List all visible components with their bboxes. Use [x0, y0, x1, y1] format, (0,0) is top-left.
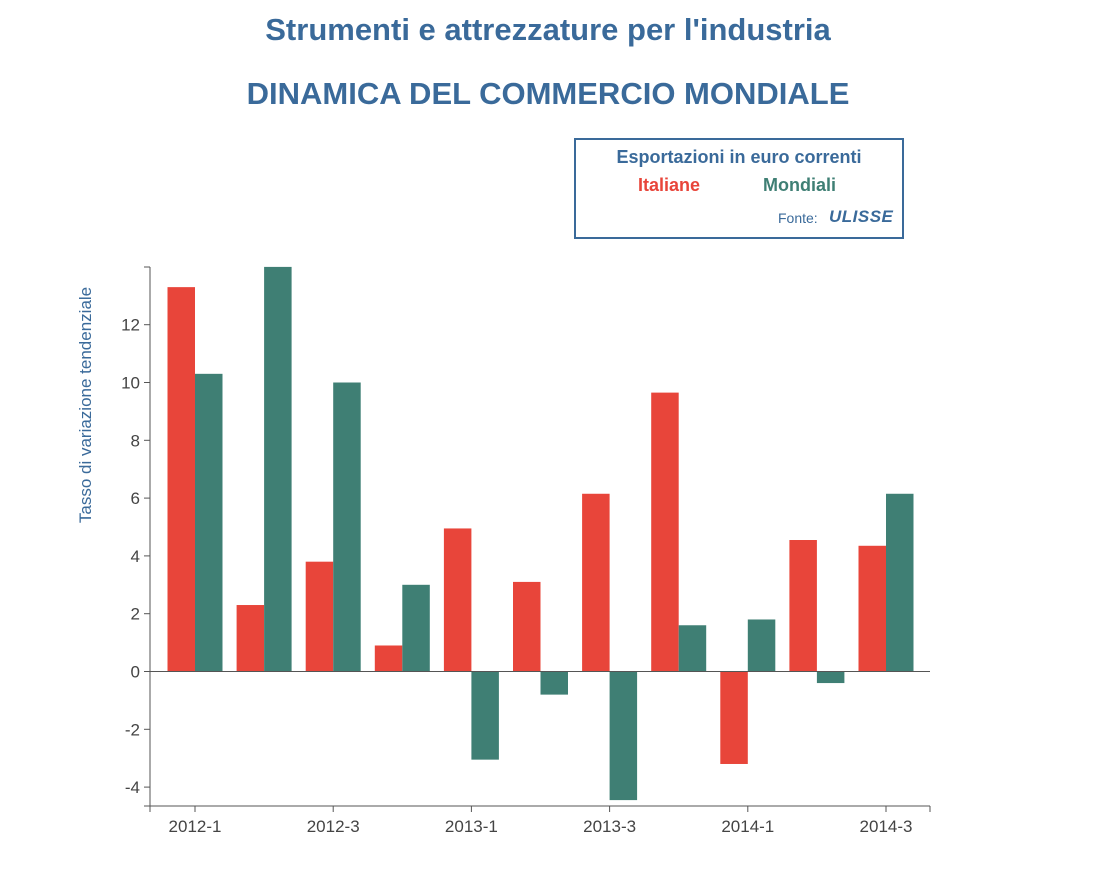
bar-italiane-2012-4: [374, 645, 403, 672]
bar-mondiali-2014-3: [886, 493, 914, 672]
y-tick-label: 12: [121, 316, 140, 335]
bar-mondiali-2014-1: [747, 619, 776, 672]
chart-subtitle: DINAMICA DEL COMMERCIO MONDIALE: [246, 76, 850, 111]
y-tick-label: -2: [125, 720, 140, 739]
y-tick-label: -4: [125, 778, 140, 797]
bar-italiane-2013-2: [513, 581, 541, 672]
bar-mondiali-2013-1: [471, 671, 499, 760]
x-tick-label: 2014-1: [721, 817, 774, 836]
legend-item-mondiali: Mondiali: [763, 175, 836, 195]
y-tick-label: 8: [131, 431, 140, 450]
bars-group: [167, 266, 914, 801]
y-axis-label: Tasso di variazione tendenziale: [76, 287, 95, 523]
bar-italiane-2013-4: [651, 392, 679, 672]
x-tick-label: 2013-1: [445, 817, 498, 836]
bar-mondiali-2012-3: [333, 382, 361, 672]
y-tick-label: 2: [131, 605, 140, 624]
legend-title: Esportazioni in euro correnti: [616, 147, 862, 167]
bar-mondiali-2012-1: [195, 373, 223, 672]
x-tick-label: 2013-3: [583, 817, 636, 836]
y-tick-label: 6: [131, 489, 140, 508]
bar-italiane-2013-3: [582, 493, 610, 672]
y-tick-label: 4: [131, 547, 140, 566]
bar-italiane-2013-1: [443, 528, 472, 672]
ulisse-logo: ULISSE: [829, 207, 894, 226]
x-tick-label: 2014-3: [860, 817, 913, 836]
y-tick-label: 10: [121, 374, 140, 393]
bar-mondiali-2013-3: [609, 671, 638, 801]
bar-mondiali-2013-4: [678, 625, 707, 672]
chart-title: Strumenti e attrezzature per l'industria: [265, 12, 831, 47]
bar-mondiali-2013-2: [540, 671, 568, 695]
bar-italiane-2012-3: [305, 561, 334, 672]
bar-italiane-2012-1: [167, 287, 195, 672]
y-tick-label: 0: [131, 663, 140, 682]
x-tick-label: 2012-1: [169, 817, 222, 836]
bar-italiane-2014-2: [789, 540, 817, 672]
bar-italiane-2012-2: [236, 605, 265, 672]
bar-italiane-2014-1: [720, 671, 748, 764]
bar-mondiali-2012-2: [264, 266, 292, 672]
legend-source-label: Fonte:: [778, 210, 818, 226]
axes-group: -4 -2 0 2 4 6 8 10 12 2012-1 2012-3 2013-1 2013-3 201…: [76, 266, 931, 836]
bar-mondiali-2012-4: [402, 584, 430, 672]
x-tick-label: 2012-3: [307, 817, 360, 836]
legend-box: Esportazioni in euro correnti Italiane M…: [574, 138, 904, 239]
bar-italiane-2014-3: [858, 545, 886, 672]
bar-mondiali-2014-2: [816, 671, 845, 684]
legend-item-italiane: Italiane: [638, 175, 701, 195]
